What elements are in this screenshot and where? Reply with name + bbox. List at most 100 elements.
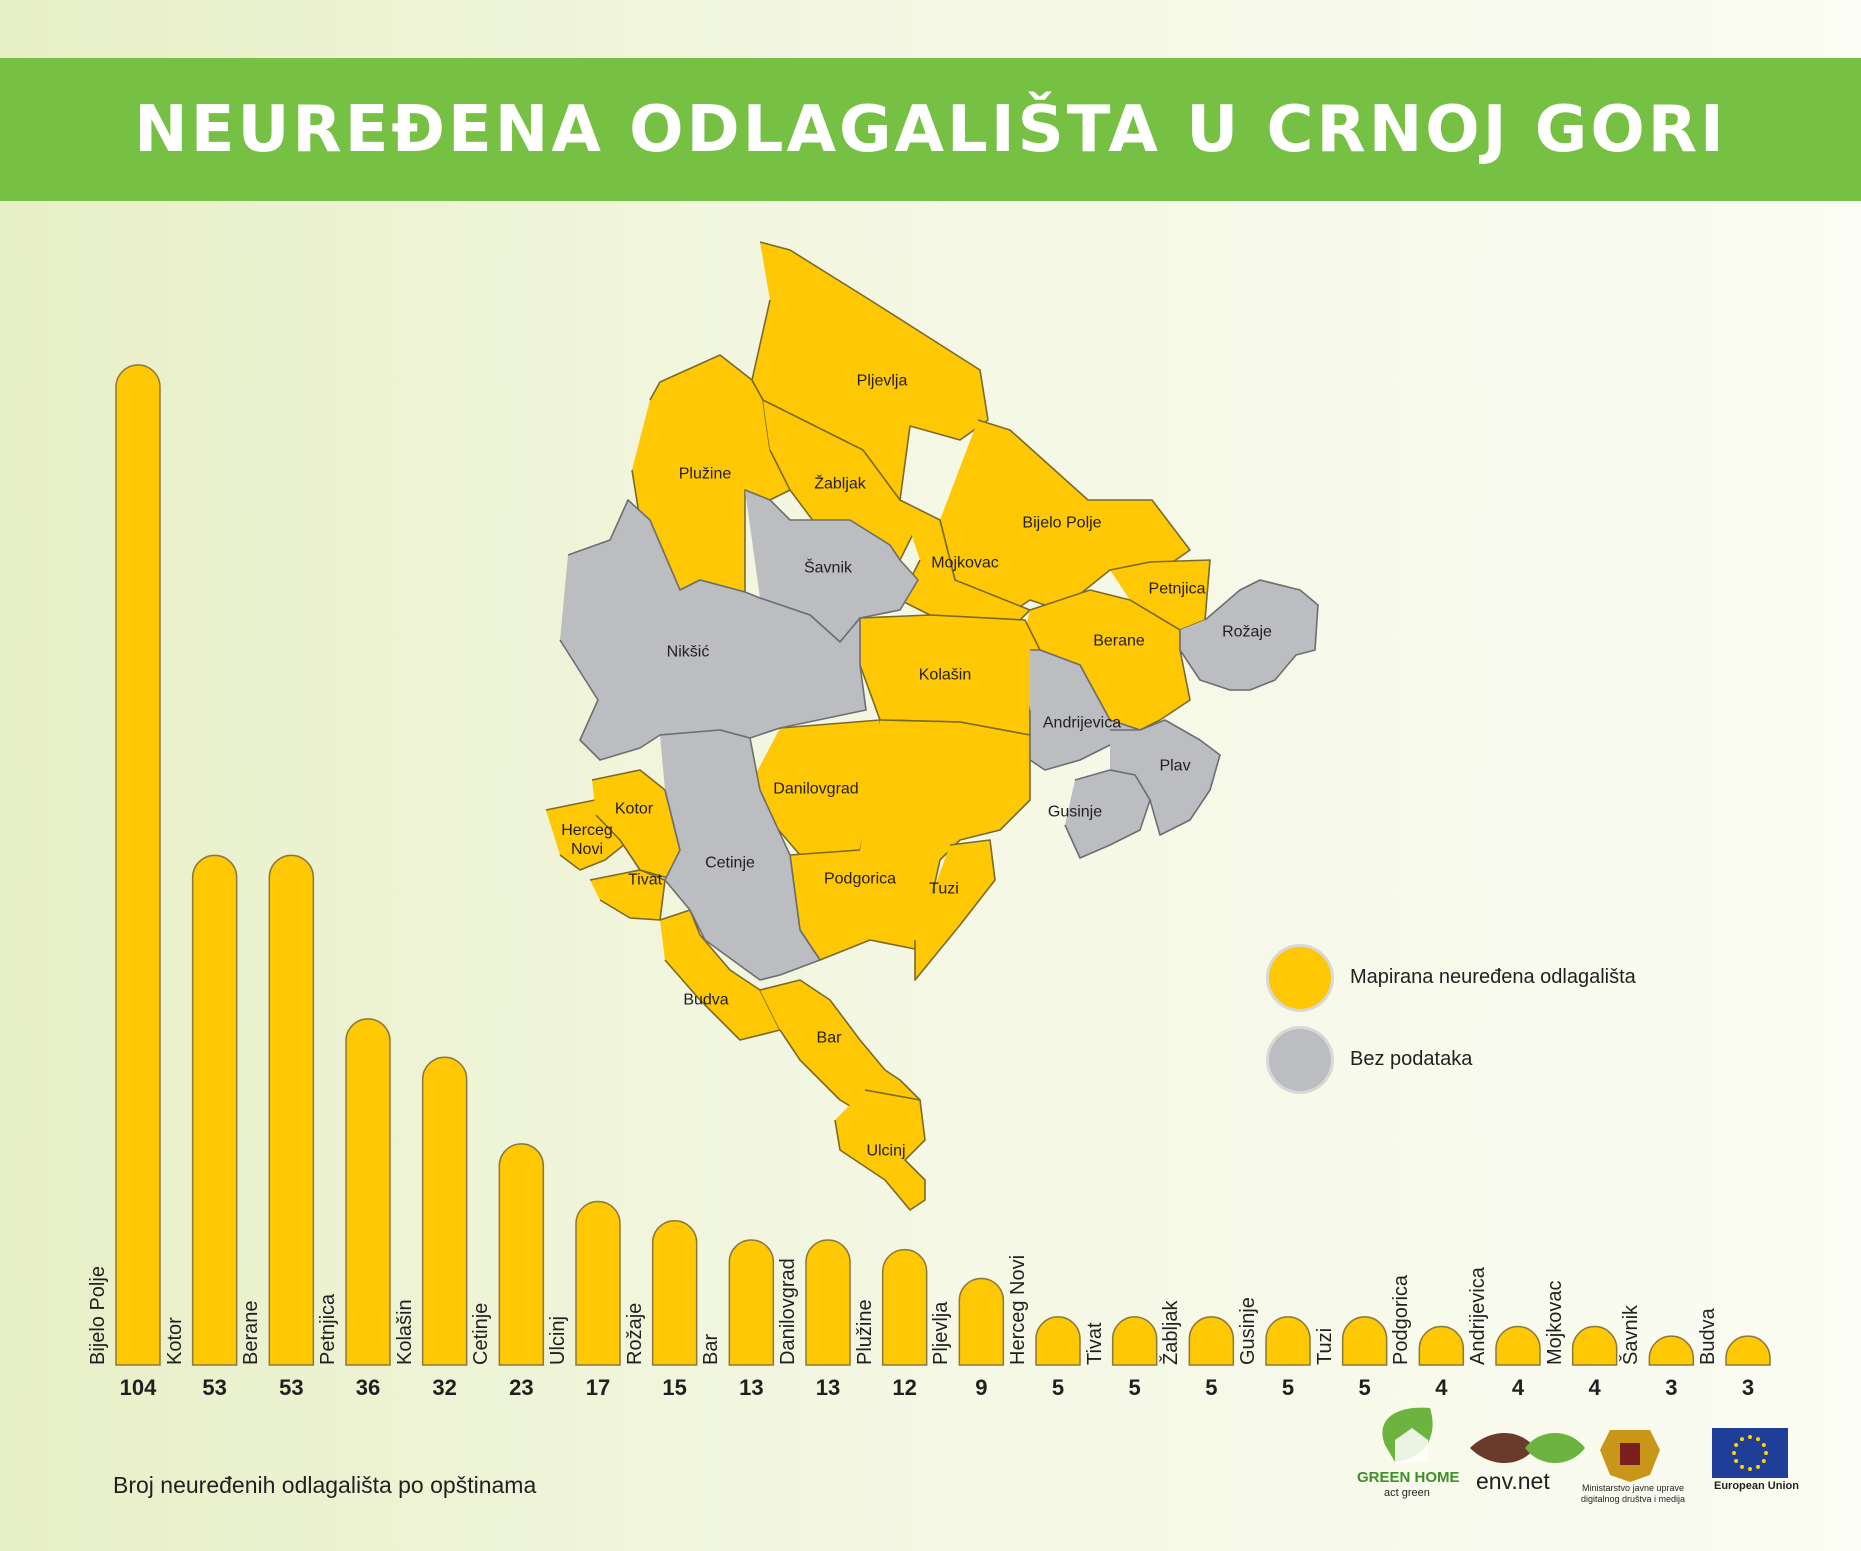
bar-cetinje xyxy=(498,1143,545,1366)
bar-category-label: Gusinje xyxy=(1237,1297,1259,1365)
bar-value-label: 53 xyxy=(202,1375,227,1400)
bar-category-label: Bijelo Polje xyxy=(87,1266,109,1365)
bar-mojkovac xyxy=(1571,1325,1618,1366)
bar-value-label: 5 xyxy=(1358,1375,1371,1400)
bar-value-label: 13 xyxy=(815,1375,841,1400)
bar-category-label: Herceg Novi xyxy=(1007,1254,1029,1365)
bar-berane xyxy=(268,854,315,1366)
envnet-name: env.net xyxy=(1476,1468,1550,1494)
map-label-danilovgrad: Danilovgrad xyxy=(773,780,859,798)
montenegro-map xyxy=(545,241,1319,1211)
ministry-coat-of-arms-logo xyxy=(1600,1430,1660,1482)
bar-category-label: Danilovgrad xyxy=(777,1258,799,1365)
bar-ulcinj xyxy=(575,1200,621,1366)
ministry-name: Ministarstvo javne uprave digitalnog dru… xyxy=(1580,1483,1686,1504)
bar-value-label: 5 xyxy=(1205,1375,1218,1400)
bar-kolasin xyxy=(421,1056,468,1366)
bar-herceg-novi xyxy=(1035,1316,1081,1366)
map-label-gusinje: Gusinje xyxy=(1047,803,1103,821)
map-label-bijelo-polje: Bijelo Polje xyxy=(1022,514,1102,532)
green-home-logo xyxy=(1382,1407,1433,1462)
map-label-kotor: Kotor xyxy=(614,800,654,818)
region-rozaje xyxy=(1179,579,1319,691)
bar-category-label: Kolašin xyxy=(393,1299,416,1365)
map-label-bar: Bar xyxy=(816,1029,842,1047)
bar-value-label: 5 xyxy=(1281,1375,1295,1400)
bar-value-label: 9 xyxy=(975,1375,988,1400)
bar-category-label: Kotor xyxy=(163,1317,186,1365)
legend-mapped-label: Mapirana neuređena odlagališta xyxy=(1350,966,1636,988)
region-cetinje xyxy=(659,729,821,981)
title-band: NEUREĐENA ODLAGALIŠTA U CRNOJ GORI xyxy=(0,58,1861,201)
bar-category-label: Bar xyxy=(700,1333,723,1365)
bar-petnjica xyxy=(345,1018,391,1366)
bar-value-label: 23 xyxy=(509,1375,534,1400)
map-label-petnjica: Petnjica xyxy=(1148,580,1206,598)
bar-bijelo-polje xyxy=(115,364,161,1366)
map-label-savnik: Šavnik xyxy=(803,559,853,577)
bar-category-label: Andrijevica xyxy=(1467,1267,1489,1365)
map-label-tuzi: Tuzi xyxy=(929,880,959,898)
map-label-andrijevica: Andrijevica xyxy=(1042,714,1122,732)
bar-category-label: Podgorica xyxy=(1390,1274,1413,1365)
legend-no-data-label: Bez podataka xyxy=(1350,1048,1473,1070)
bar-tivat xyxy=(1111,1316,1158,1366)
bar-category-label: Žabljak xyxy=(1160,1300,1183,1365)
region-gusinje xyxy=(1064,769,1151,859)
bar-tuzi xyxy=(1341,1316,1388,1366)
bar-category-label: Berane xyxy=(240,1300,263,1366)
map-label-herceg-novi: Herceg Novi xyxy=(561,822,613,858)
map-label-ulcinj: Ulcinj xyxy=(866,1142,906,1160)
green-home-name: GREEN HOME xyxy=(1357,1469,1460,1486)
bar-andrijevica xyxy=(1495,1325,1541,1366)
bar-category-label: Tuzi xyxy=(1313,1327,1336,1365)
map-label-plav: Plav xyxy=(1159,757,1191,775)
bar-savnik xyxy=(1648,1335,1695,1366)
bar-pluzine xyxy=(881,1248,928,1366)
page-title: NEUREĐENA ODLAGALIŠTA U CRNOJ GORI xyxy=(134,92,1727,167)
bar-category-label: Budva xyxy=(1697,1308,1719,1365)
map-label-berane: Berane xyxy=(1093,632,1145,650)
map-label-tivat: Tivat xyxy=(627,871,663,889)
bar-budva xyxy=(1725,1335,1771,1366)
map-label-podgorica: Podgorica xyxy=(823,870,897,888)
map-label-pljevlja: Pljevlja xyxy=(856,372,908,390)
envnet-logo xyxy=(1470,1433,1585,1463)
bar-value-label: 13 xyxy=(739,1375,764,1400)
bar-gusinje xyxy=(1265,1316,1311,1366)
bar-value-label: 104 xyxy=(119,1375,157,1400)
bar-category-label: Šavnik xyxy=(1620,1304,1643,1365)
bar-category-label: Cetinje xyxy=(470,1302,493,1365)
bar-category-label: Pljevlja xyxy=(930,1301,953,1365)
map-label-niksic: Nikšić xyxy=(666,643,710,661)
bar-category-label: Tivat xyxy=(1083,1322,1106,1365)
green-home-tagline: act green xyxy=(1384,1487,1430,1499)
map-label-budva: Budva xyxy=(683,991,729,1009)
bar-value-label: 4 xyxy=(1511,1375,1525,1400)
bar-category-label: Petnjica xyxy=(317,1293,339,1365)
bar-value-label: 5 xyxy=(1128,1375,1141,1400)
bar-value-label: 5 xyxy=(1051,1375,1065,1400)
map-label-zabljak: Žabljak xyxy=(814,475,866,493)
bar-category-label: Plužine xyxy=(853,1299,876,1365)
region-tuzi xyxy=(914,839,996,981)
legend-no-data-swatch xyxy=(1269,1029,1331,1091)
bar-category-label: Rožaje xyxy=(623,1302,646,1365)
bar-kotor xyxy=(191,854,238,1366)
legend-mapped-swatch xyxy=(1269,947,1331,1009)
bar-chart xyxy=(115,364,1771,1366)
bar-value-label: 4 xyxy=(1588,1375,1601,1400)
map-label-rozaje: Rožaje xyxy=(1222,623,1272,641)
bar-category-label: Ulcinj xyxy=(547,1316,569,1365)
region-ulcinj xyxy=(834,1089,926,1211)
bar-value-label: 4 xyxy=(1435,1375,1448,1400)
bar-bar xyxy=(728,1239,775,1366)
bar-value-label: 3 xyxy=(1741,1375,1755,1400)
bar-rozaje xyxy=(651,1220,698,1366)
region-pljevlja-north xyxy=(751,241,989,501)
region-tivat xyxy=(589,869,666,921)
bar-value-label: 12 xyxy=(892,1375,917,1400)
map-label-cetinje: Cetinje xyxy=(705,854,755,872)
bar-value-label: 32 xyxy=(432,1375,457,1400)
